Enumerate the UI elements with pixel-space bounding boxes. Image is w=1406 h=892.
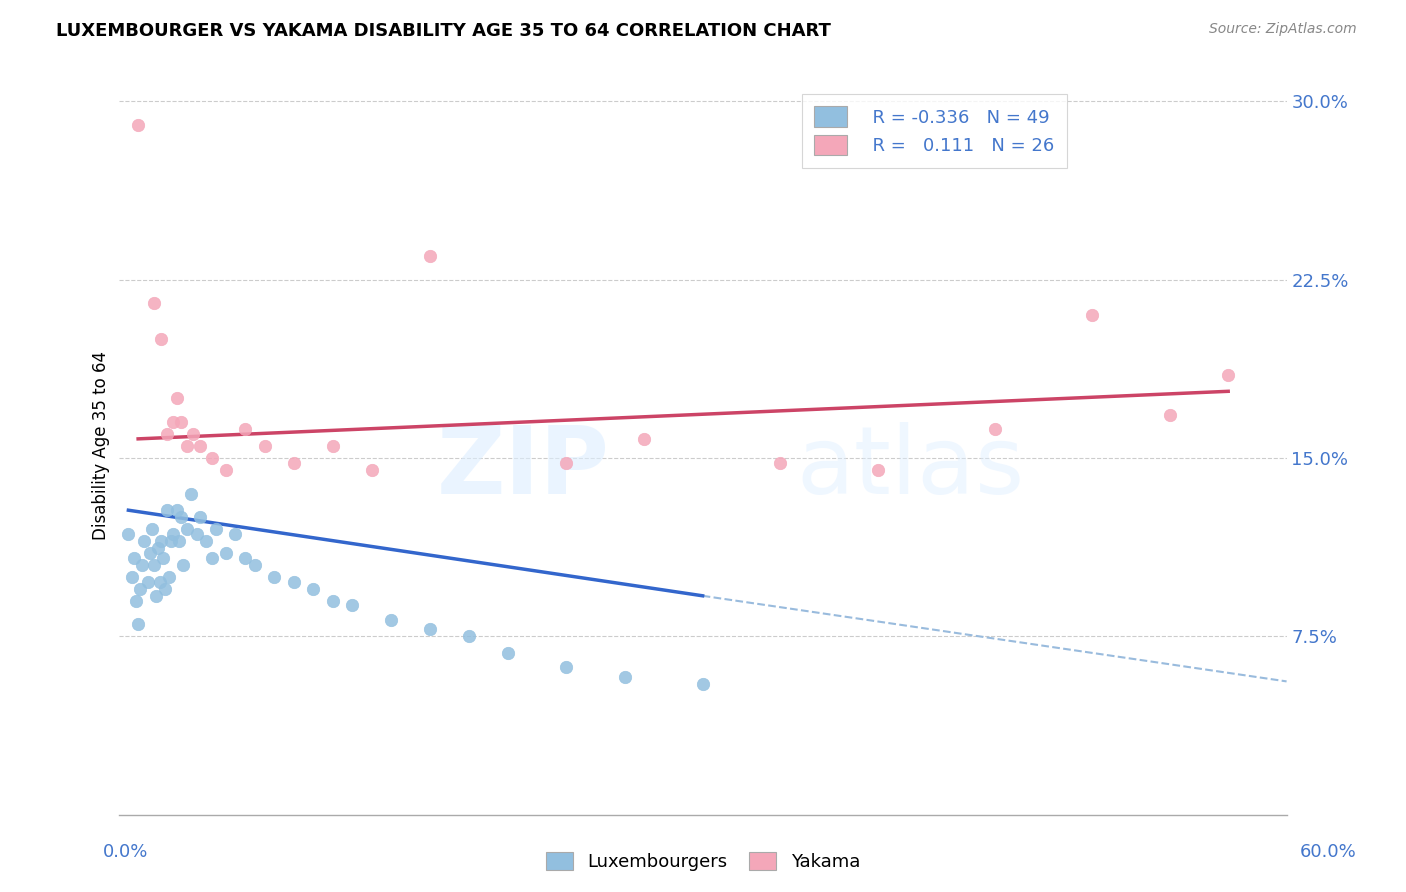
Point <box>1218 368 1240 382</box>
Point <box>142 558 165 572</box>
Point <box>180 486 202 500</box>
Point <box>866 463 889 477</box>
Point <box>633 432 655 446</box>
Point <box>186 527 208 541</box>
Point <box>162 415 184 429</box>
Point <box>156 503 179 517</box>
Point <box>195 534 218 549</box>
Point <box>131 558 153 572</box>
Point <box>146 541 169 556</box>
Point <box>360 463 382 477</box>
Point <box>139 546 162 560</box>
Legend: Luxembourgers, Yakama: Luxembourgers, Yakama <box>538 845 868 879</box>
Text: ZIP: ZIP <box>436 422 609 514</box>
Point <box>117 527 139 541</box>
Text: 60.0%: 60.0% <box>1301 843 1357 861</box>
Y-axis label: Disability Age 35 to 64: Disability Age 35 to 64 <box>93 351 110 541</box>
Legend:   R = -0.336   N = 49,   R =   0.111   N = 26: R = -0.336 N = 49, R = 0.111 N = 26 <box>801 94 1067 168</box>
Point <box>322 439 344 453</box>
Point <box>176 439 198 453</box>
Point <box>613 670 636 684</box>
Point <box>122 550 145 565</box>
Point <box>555 660 578 674</box>
Point <box>419 249 441 263</box>
Point <box>233 550 256 565</box>
Point <box>127 617 149 632</box>
Point <box>215 463 238 477</box>
Point <box>233 422 256 436</box>
Point <box>224 527 246 541</box>
Text: Source: ZipAtlas.com: Source: ZipAtlas.com <box>1209 22 1357 37</box>
Point <box>181 427 204 442</box>
Point <box>167 534 190 549</box>
Point <box>170 415 193 429</box>
Point <box>769 456 792 470</box>
Point <box>342 599 364 613</box>
Point <box>176 522 198 536</box>
Point <box>127 118 149 132</box>
Point <box>150 534 173 549</box>
Point <box>155 582 177 596</box>
Point <box>148 574 170 589</box>
Point <box>156 427 179 442</box>
Point <box>458 629 481 643</box>
Point <box>201 550 224 565</box>
Point <box>145 589 167 603</box>
Point <box>142 296 165 310</box>
Point <box>129 582 152 596</box>
Point <box>283 574 305 589</box>
Point <box>555 456 578 470</box>
Point <box>172 558 194 572</box>
Point <box>283 456 305 470</box>
Text: 0.0%: 0.0% <box>103 843 148 861</box>
Point <box>136 574 159 589</box>
Point <box>125 593 148 607</box>
Point <box>1159 408 1181 422</box>
Point <box>166 392 188 406</box>
Point <box>150 332 173 346</box>
Point <box>170 510 193 524</box>
Point <box>141 522 163 536</box>
Point <box>322 593 344 607</box>
Point <box>419 622 441 636</box>
Text: atlas: atlas <box>796 422 1025 514</box>
Point <box>205 522 228 536</box>
Point <box>496 646 519 660</box>
Point <box>243 558 266 572</box>
Point <box>302 582 325 596</box>
Point <box>190 510 212 524</box>
Point <box>692 677 714 691</box>
Point <box>157 570 180 584</box>
Point <box>152 550 174 565</box>
Point <box>190 439 212 453</box>
Point <box>160 534 183 549</box>
Point <box>132 534 155 549</box>
Point <box>162 527 184 541</box>
Text: LUXEMBOURGER VS YAKAMA DISABILITY AGE 35 TO 64 CORRELATION CHART: LUXEMBOURGER VS YAKAMA DISABILITY AGE 35… <box>56 22 831 40</box>
Point <box>215 546 238 560</box>
Point <box>380 613 402 627</box>
Point <box>253 439 276 453</box>
Point <box>983 422 1005 436</box>
Point <box>166 503 188 517</box>
Point <box>1081 308 1104 322</box>
Point <box>201 450 224 465</box>
Point <box>263 570 285 584</box>
Point <box>121 570 143 584</box>
